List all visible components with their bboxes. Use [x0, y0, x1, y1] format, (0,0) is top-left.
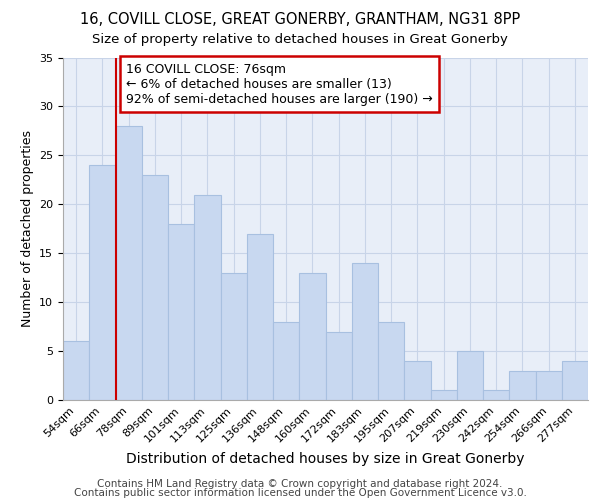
Bar [63, 342, 89, 400]
Text: 16, COVILL CLOSE, GREAT GONERBY, GRANTHAM, NG31 8PP: 16, COVILL CLOSE, GREAT GONERBY, GRANTHA… [80, 12, 520, 28]
Text: Contains public sector information licensed under the Open Government Licence v3: Contains public sector information licen… [74, 488, 526, 498]
Bar [562, 361, 588, 400]
Bar [247, 234, 273, 400]
Bar [142, 175, 168, 400]
Text: Size of property relative to detached houses in Great Gonerby: Size of property relative to detached ho… [92, 32, 508, 46]
Bar [168, 224, 194, 400]
Bar [115, 126, 142, 400]
Bar [509, 370, 536, 400]
Bar [483, 390, 509, 400]
Bar [536, 370, 562, 400]
Bar [404, 361, 431, 400]
Bar [352, 263, 378, 400]
Bar [273, 322, 299, 400]
Bar [457, 351, 483, 400]
Y-axis label: Number of detached properties: Number of detached properties [20, 130, 34, 327]
Bar [221, 273, 247, 400]
Bar [325, 332, 352, 400]
Bar [299, 273, 325, 400]
Text: 16 COVILL CLOSE: 76sqm
← 6% of detached houses are smaller (13)
92% of semi-deta: 16 COVILL CLOSE: 76sqm ← 6% of detached … [126, 62, 433, 106]
Bar [194, 194, 221, 400]
Bar [89, 165, 115, 400]
Bar [378, 322, 404, 400]
Bar [431, 390, 457, 400]
Text: Contains HM Land Registry data © Crown copyright and database right 2024.: Contains HM Land Registry data © Crown c… [97, 479, 503, 489]
X-axis label: Distribution of detached houses by size in Great Gonerby: Distribution of detached houses by size … [126, 452, 525, 466]
